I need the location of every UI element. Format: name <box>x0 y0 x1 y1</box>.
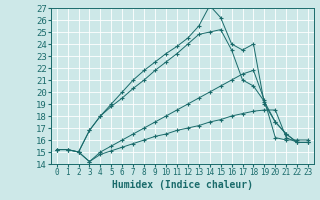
X-axis label: Humidex (Indice chaleur): Humidex (Indice chaleur) <box>112 180 253 190</box>
